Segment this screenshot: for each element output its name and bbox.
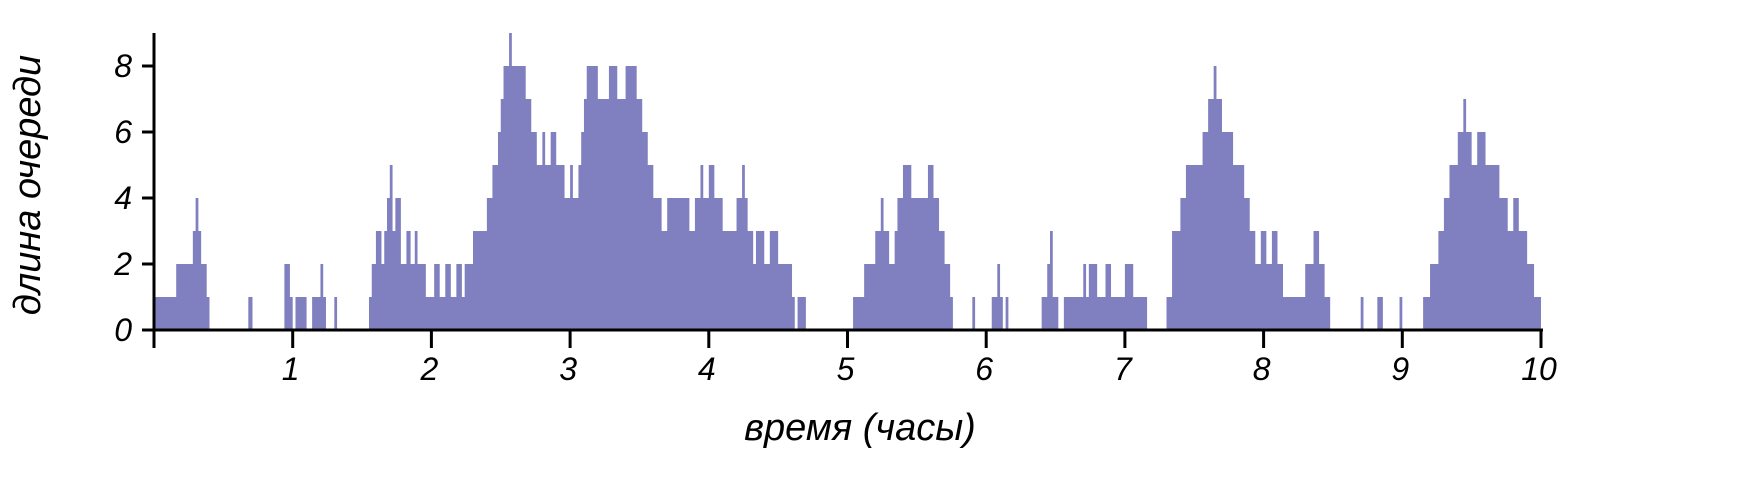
plot-area: [154, 33, 1541, 330]
x-tick-label: 10: [1521, 351, 1557, 387]
x-tick-label: 8: [1253, 351, 1271, 387]
y-tick-label: 6: [114, 114, 132, 150]
x-tick-label: 3: [559, 351, 577, 387]
x-axis-title: время (часы): [744, 407, 976, 449]
y-tick-label: 8: [114, 48, 132, 84]
y-axis-title: длина очереди: [7, 55, 49, 315]
x-tick-label: 7: [1114, 351, 1133, 387]
x-axis-ticks: 1 2 3 4 5 6 7 8 9 10: [282, 330, 1557, 387]
queue-length-area: [154, 33, 1541, 330]
x-tick-label: 2: [420, 351, 439, 387]
x-tick-label: 9: [1391, 351, 1409, 387]
x-tick-label: 5: [837, 351, 855, 387]
y-tick-label: 4: [114, 180, 132, 216]
x-tick-label: 1: [282, 351, 300, 387]
y-tick-label: 2: [113, 246, 132, 282]
x-tick-label: 4: [698, 351, 716, 387]
x-tick-label: 6: [975, 351, 993, 387]
y-axis-ticks: 0 2 4 6 8: [113, 48, 154, 348]
y-tick-label: 0: [114, 312, 132, 348]
